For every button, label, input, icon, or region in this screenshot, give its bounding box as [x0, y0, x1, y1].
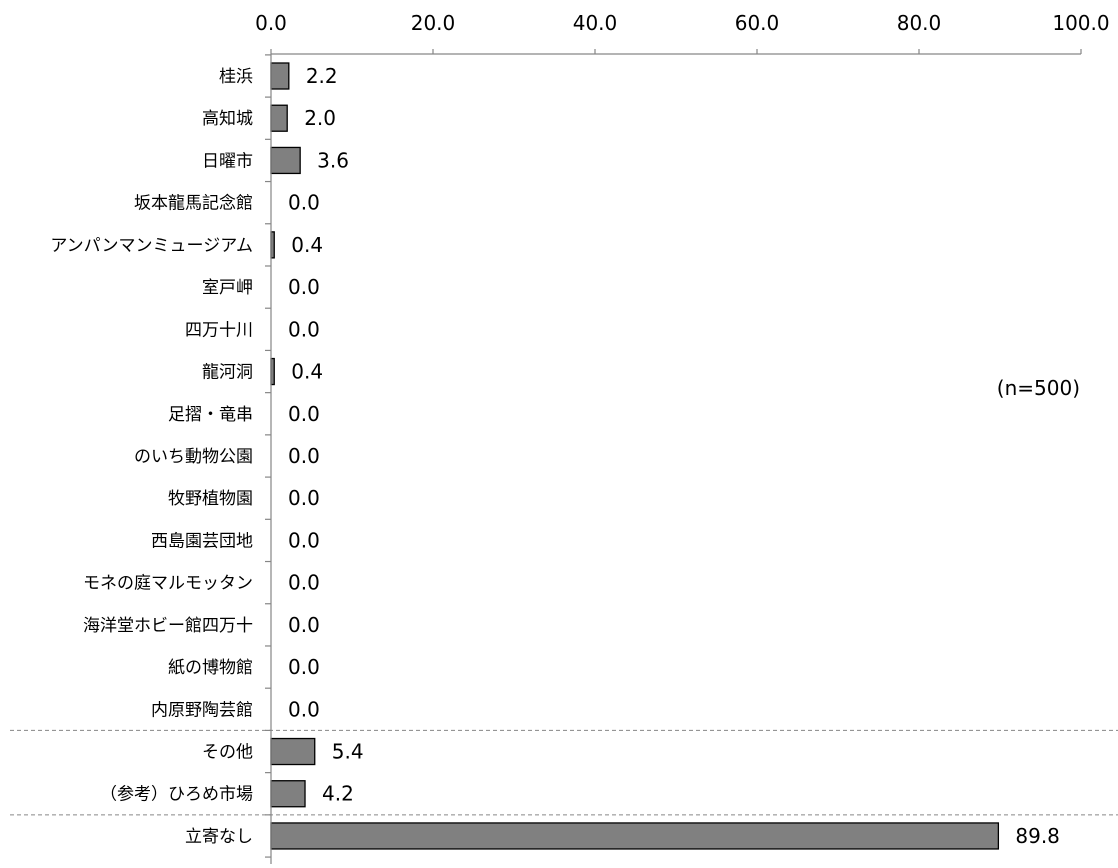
category-label: 四万十川 — [185, 320, 253, 340]
x-axis-ticks: 0.0 20.0 40.0 60.0 80.0 100.0 — [255, 11, 1110, 54]
data-label: 0.0 — [288, 191, 320, 215]
category-label: 坂本龍馬記念館 — [134, 193, 253, 214]
x-tick-label: 100.0 — [1052, 11, 1109, 35]
x-tick-label: 20.0 — [411, 11, 456, 35]
data-label: 0.0 — [288, 402, 320, 426]
data-label: 2.2 — [306, 64, 338, 88]
category-label: 紙の博物館 — [168, 658, 253, 678]
category-label: 西島園芸団地 — [151, 531, 253, 551]
category-label: 内原野陶芸館 — [151, 700, 253, 720]
sample-size-note: (n=500) — [997, 376, 1080, 400]
data-label: 0.0 — [288, 528, 320, 552]
data-label: 0.0 — [288, 486, 320, 510]
bar — [270, 737, 316, 766]
bars — [270, 62, 1000, 850]
bar — [270, 822, 1000, 850]
category-label: 海洋堂ホビー館四万十 — [83, 616, 253, 636]
axes — [265, 53, 1081, 864]
bar — [270, 104, 288, 132]
data-label: 0.0 — [288, 317, 320, 341]
category-label: 高知城 — [202, 109, 253, 129]
data-label: 0.4 — [291, 233, 323, 257]
data-label: 0.0 — [288, 571, 320, 595]
category-label: 足摺・竜串 — [168, 405, 253, 425]
category-label: モネの庭マルモッタン — [83, 574, 253, 594]
category-label: 立寄なし — [185, 827, 253, 847]
category-label: 日曜市 — [202, 151, 253, 171]
data-label: 3.6 — [317, 148, 349, 172]
data-label: 0.0 — [288, 613, 320, 637]
data-label: 0.0 — [288, 655, 320, 679]
data-label: 2.0 — [304, 106, 336, 130]
category-label: 龍河洞 — [202, 363, 253, 383]
x-tick-label: 0.0 — [255, 11, 287, 35]
category-label: その他 — [202, 743, 253, 763]
x-tick-label: 80.0 — [897, 11, 942, 35]
category-label: アンパンマンミュージアム — [50, 236, 253, 256]
data-label: 89.8 — [1015, 824, 1060, 848]
data-label: 0.0 — [288, 444, 320, 468]
value-labels: 2.2 2.0 3.6 0.0 0.4 0.0 0.0 0.4 0.0 0.0 0.0 0.0 0.0 0… — [288, 64, 1060, 848]
category-label: （参考）ひろめ市場 — [100, 785, 253, 805]
bar — [270, 146, 301, 175]
bar — [270, 62, 290, 90]
category-labels: 桂浜高知城日曜市坂本龍馬記念館アンパンマンミュージアム室戸岬四万十川龍河洞足摺・… — [50, 67, 253, 847]
x-tick-label: 60.0 — [735, 11, 780, 35]
data-label: 0.4 — [291, 360, 323, 384]
category-label: のいち動物公園 — [134, 447, 253, 467]
data-label: 0.0 — [288, 697, 320, 721]
category-label: 牧野植物園 — [168, 489, 253, 509]
data-label: 0.0 — [288, 275, 320, 299]
data-label: 4.2 — [322, 782, 354, 806]
category-label: 桂浜 — [219, 67, 253, 87]
bar — [270, 780, 306, 808]
category-label: 室戸岬 — [202, 278, 253, 298]
group-separators — [10, 729, 1118, 816]
data-label: 5.4 — [332, 740, 364, 764]
x-tick-label: 40.0 — [573, 11, 618, 35]
